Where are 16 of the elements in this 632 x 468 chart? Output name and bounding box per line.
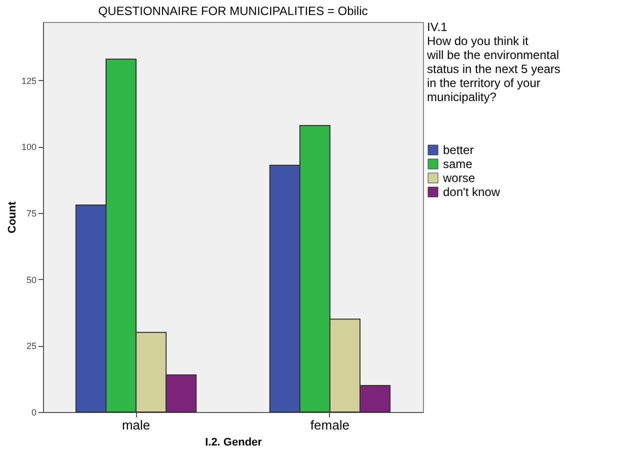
legend-title: IV.1 How do you think it will be the environmental status in the next 5 years in the territory of your municipality?	[426, 20, 560, 104]
y-tick-label: 75	[26, 208, 36, 219]
y-tick-label: 0	[31, 408, 36, 418]
x-tick-label: female	[310, 418, 350, 432]
x-tick-label: male	[122, 418, 150, 432]
y-tick-label: 50	[26, 274, 36, 285]
chart-title: QUESTIONNAIRE FOR MUNICIPALITIES = Obilic	[98, 4, 368, 18]
legend-label: same	[443, 157, 473, 171]
legend-label: better	[443, 143, 474, 157]
y-tick-label: 25	[26, 341, 36, 352]
y-axis-title: Count	[6, 201, 18, 234]
y-tick-label: 125	[21, 76, 36, 86]
x-axis-title: I.2. Gender	[205, 436, 263, 448]
y-tick-label: 100	[21, 142, 36, 152]
legend-label: don't know	[443, 185, 500, 199]
legend-label: worse	[442, 171, 476, 185]
